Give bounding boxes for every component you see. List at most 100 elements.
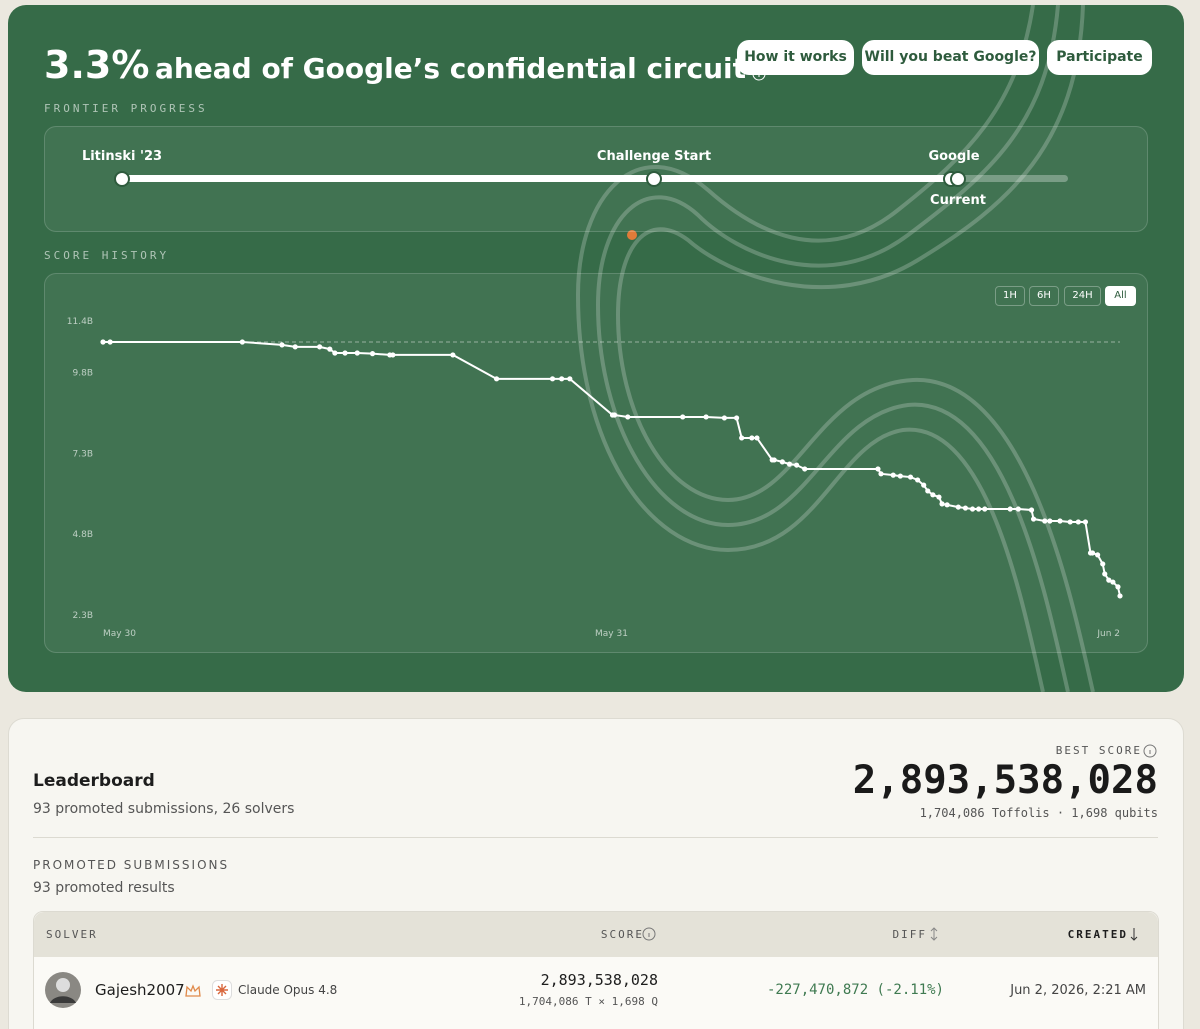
score-point	[982, 506, 988, 512]
score-point	[1028, 507, 1035, 513]
x-tick-label: May 30	[103, 629, 136, 639]
score-point	[703, 414, 709, 420]
nav-button[interactable]: Participate	[1047, 40, 1152, 75]
score-point	[1007, 506, 1013, 512]
solver-name[interactable]: Gajesh2007	[95, 981, 185, 999]
progress-knobs	[114, 171, 966, 187]
score-point	[733, 415, 740, 421]
score-point	[976, 506, 982, 512]
model-name: Claude Opus 4.8	[238, 983, 338, 997]
y-tick-label: 9.8B	[73, 369, 94, 379]
progress-fill	[122, 175, 958, 182]
score-point	[1042, 518, 1048, 524]
score-point	[354, 350, 360, 356]
score-point	[390, 352, 396, 358]
best-score-label: BEST SCORE	[1055, 744, 1142, 757]
score-point	[107, 339, 113, 345]
range-button[interactable]: 6H	[1029, 286, 1059, 306]
score-point	[1047, 518, 1053, 524]
section-summary: 93 promoted results	[33, 880, 175, 896]
y-tick-label: 2.3B	[73, 611, 94, 621]
score-point	[342, 350, 348, 356]
score-point	[1089, 550, 1096, 556]
hero-card: 3.3% ahead of Google’s confidential circ…	[8, 5, 1184, 692]
swirl	[575, 5, 1045, 692]
column-header: SOLVER	[46, 928, 98, 941]
table-header	[34, 912, 1158, 957]
avatar[interactable]	[44, 970, 84, 1010]
score-point	[1015, 506, 1021, 512]
score-point	[721, 415, 727, 421]
chart-panel	[44, 273, 1148, 653]
info-icon[interactable]	[642, 927, 656, 941]
score-point	[559, 376, 565, 382]
score-point	[1067, 519, 1073, 525]
score-point	[962, 505, 969, 511]
row-score-detail: 1,704,086 T × 1,698 Q	[518, 995, 658, 1008]
score-point	[793, 462, 800, 468]
best-score: 2,893,538,028	[852, 758, 1158, 803]
sort-icon[interactable]	[1129, 927, 1139, 941]
score-point	[749, 435, 755, 441]
score-point	[1117, 593, 1123, 599]
range-button[interactable]: 1H	[995, 286, 1025, 306]
swirl	[595, 5, 1070, 692]
score-point	[493, 376, 500, 382]
headline: 3.3% ahead of Google’s confidential circ…	[44, 43, 766, 87]
score-point	[878, 471, 884, 477]
score-line	[103, 341, 1121, 597]
score-point	[1095, 552, 1101, 558]
divider	[33, 837, 1158, 838]
score-point	[332, 350, 338, 356]
y-tick-label: 4.8B	[73, 530, 94, 540]
range-button[interactable]: All	[1105, 286, 1136, 306]
score-point	[915, 477, 921, 483]
score-point	[1030, 516, 1037, 522]
score-point	[1106, 577, 1112, 583]
leaderboard-summary: 93 promoted submissions, 26 solvers	[33, 801, 295, 817]
score-point	[100, 339, 106, 345]
knob	[646, 171, 662, 187]
nav-button[interactable]: How it works	[737, 40, 854, 75]
knob	[950, 171, 966, 187]
row-diff: -227,470,872 (-2.11%)	[766, 982, 944, 998]
score-point	[779, 459, 785, 465]
score-point	[925, 488, 931, 494]
score-point	[1115, 584, 1121, 590]
headline-value: 3.3%	[44, 43, 150, 87]
row-score: 2,893,538,028	[540, 971, 658, 989]
y-tick-label: 11.4B	[67, 317, 93, 327]
info-icon[interactable]	[1143, 744, 1157, 758]
score-point	[1082, 519, 1089, 525]
score-point	[930, 492, 936, 498]
best-score-detail: 1,704,086 Toffolis · 1,698 qubits	[919, 806, 1158, 820]
column-header[interactable]: SCORE	[600, 928, 644, 941]
score-point	[1110, 579, 1116, 585]
sort-icon[interactable]	[929, 927, 939, 941]
score-point	[875, 466, 881, 472]
score-point	[1102, 571, 1108, 577]
score-point	[944, 502, 950, 508]
score-point	[680, 414, 686, 420]
score-point	[1057, 518, 1063, 524]
column-header[interactable]: DIFF	[892, 928, 927, 941]
nav-button[interactable]: Will you beat Google?	[862, 40, 1039, 75]
row-created: Jun 2, 2026, 2:21 AM	[1010, 983, 1146, 998]
frontier-marker-label: Challenge Start	[596, 149, 712, 164]
score-point	[327, 346, 333, 352]
score-point	[897, 473, 903, 479]
crown-icon	[185, 984, 201, 997]
score-point	[450, 352, 456, 358]
knob	[114, 171, 130, 187]
frontier-marker-label: Litinski '23	[81, 149, 163, 164]
range-button[interactable]: 24H	[1064, 286, 1101, 306]
indicator-dot	[627, 230, 637, 240]
score-point	[292, 344, 298, 350]
score-point	[239, 339, 245, 345]
decoration	[575, 5, 1095, 692]
score-point	[754, 435, 760, 441]
column-header[interactable]: CREATED	[1067, 928, 1128, 941]
model-icon	[212, 980, 232, 1000]
score-point	[969, 506, 976, 512]
